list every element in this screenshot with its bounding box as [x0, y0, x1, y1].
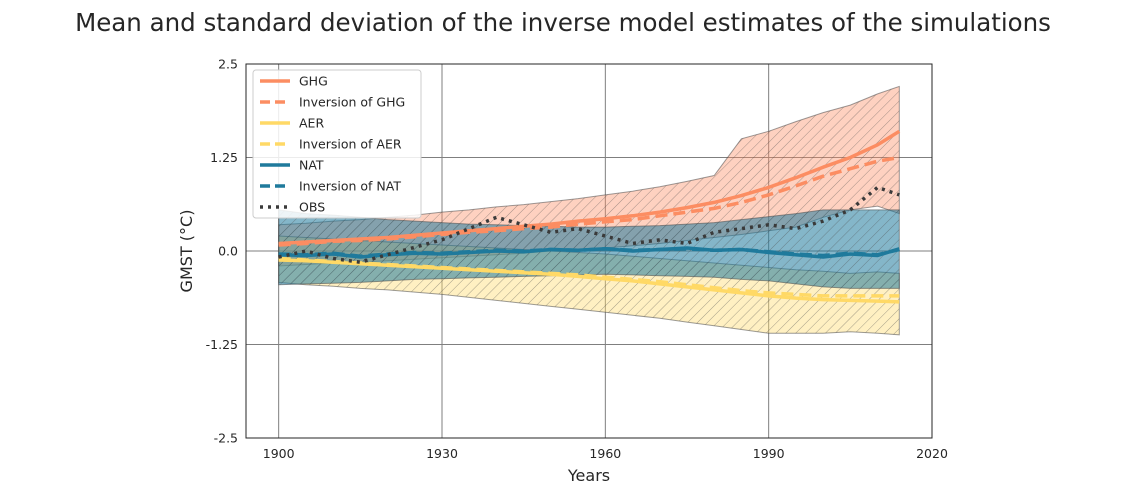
legend: GHG Inversion of GHG AER Inversion of AER NA… [252, 69, 422, 219]
plot-area [245, 63, 933, 439]
y-tick-label: -1.25 [206, 337, 238, 352]
legend-label-inversion-of-nat: Inversion of NAT [299, 179, 401, 194]
plot-frame [245, 63, 933, 439]
series-line-inversion-of-ghg [278, 155, 900, 247]
series-line-inversion-of-nat [278, 247, 900, 258]
series-line-ghg [278, 129, 901, 246]
legend-label-obs: OBS [299, 200, 325, 215]
legend-label-nat: NAT [299, 158, 324, 173]
series-lines [278, 129, 901, 304]
legend-label-inversion-of-aer: Inversion of AER [299, 137, 402, 152]
legend-label-ghg: GHG [299, 74, 328, 89]
axis-ticks: 1900 1930 1960 1990 2020 2.5 1.25 0.0 -1.25 -2.5 [206, 57, 948, 462]
legend-label-aer: AER [299, 116, 324, 131]
y-tick-label: 2.5 [218, 57, 238, 72]
y-axis-label: GMST (°C) [177, 210, 196, 293]
legend-box [252, 69, 422, 219]
x-tick-label: 1990 [753, 446, 785, 461]
y-tick-label: -2.5 [214, 431, 238, 446]
chart-title: Mean and standard deviation of the inver… [75, 8, 1051, 37]
x-tick-label: 2020 [916, 446, 948, 461]
x-tick-label: 1900 [263, 446, 295, 461]
legend-label-inversion-of-ghg: Inversion of GHG [299, 95, 405, 110]
y-tick-label: 1.25 [210, 150, 238, 165]
x-axis-label: Years [567, 466, 610, 485]
x-tick-label: 1960 [589, 446, 621, 461]
x-tick-label: 1930 [426, 446, 458, 461]
series-line-inversion-of-aer [278, 256, 900, 298]
y-tick-label: 0.0 [218, 244, 238, 259]
